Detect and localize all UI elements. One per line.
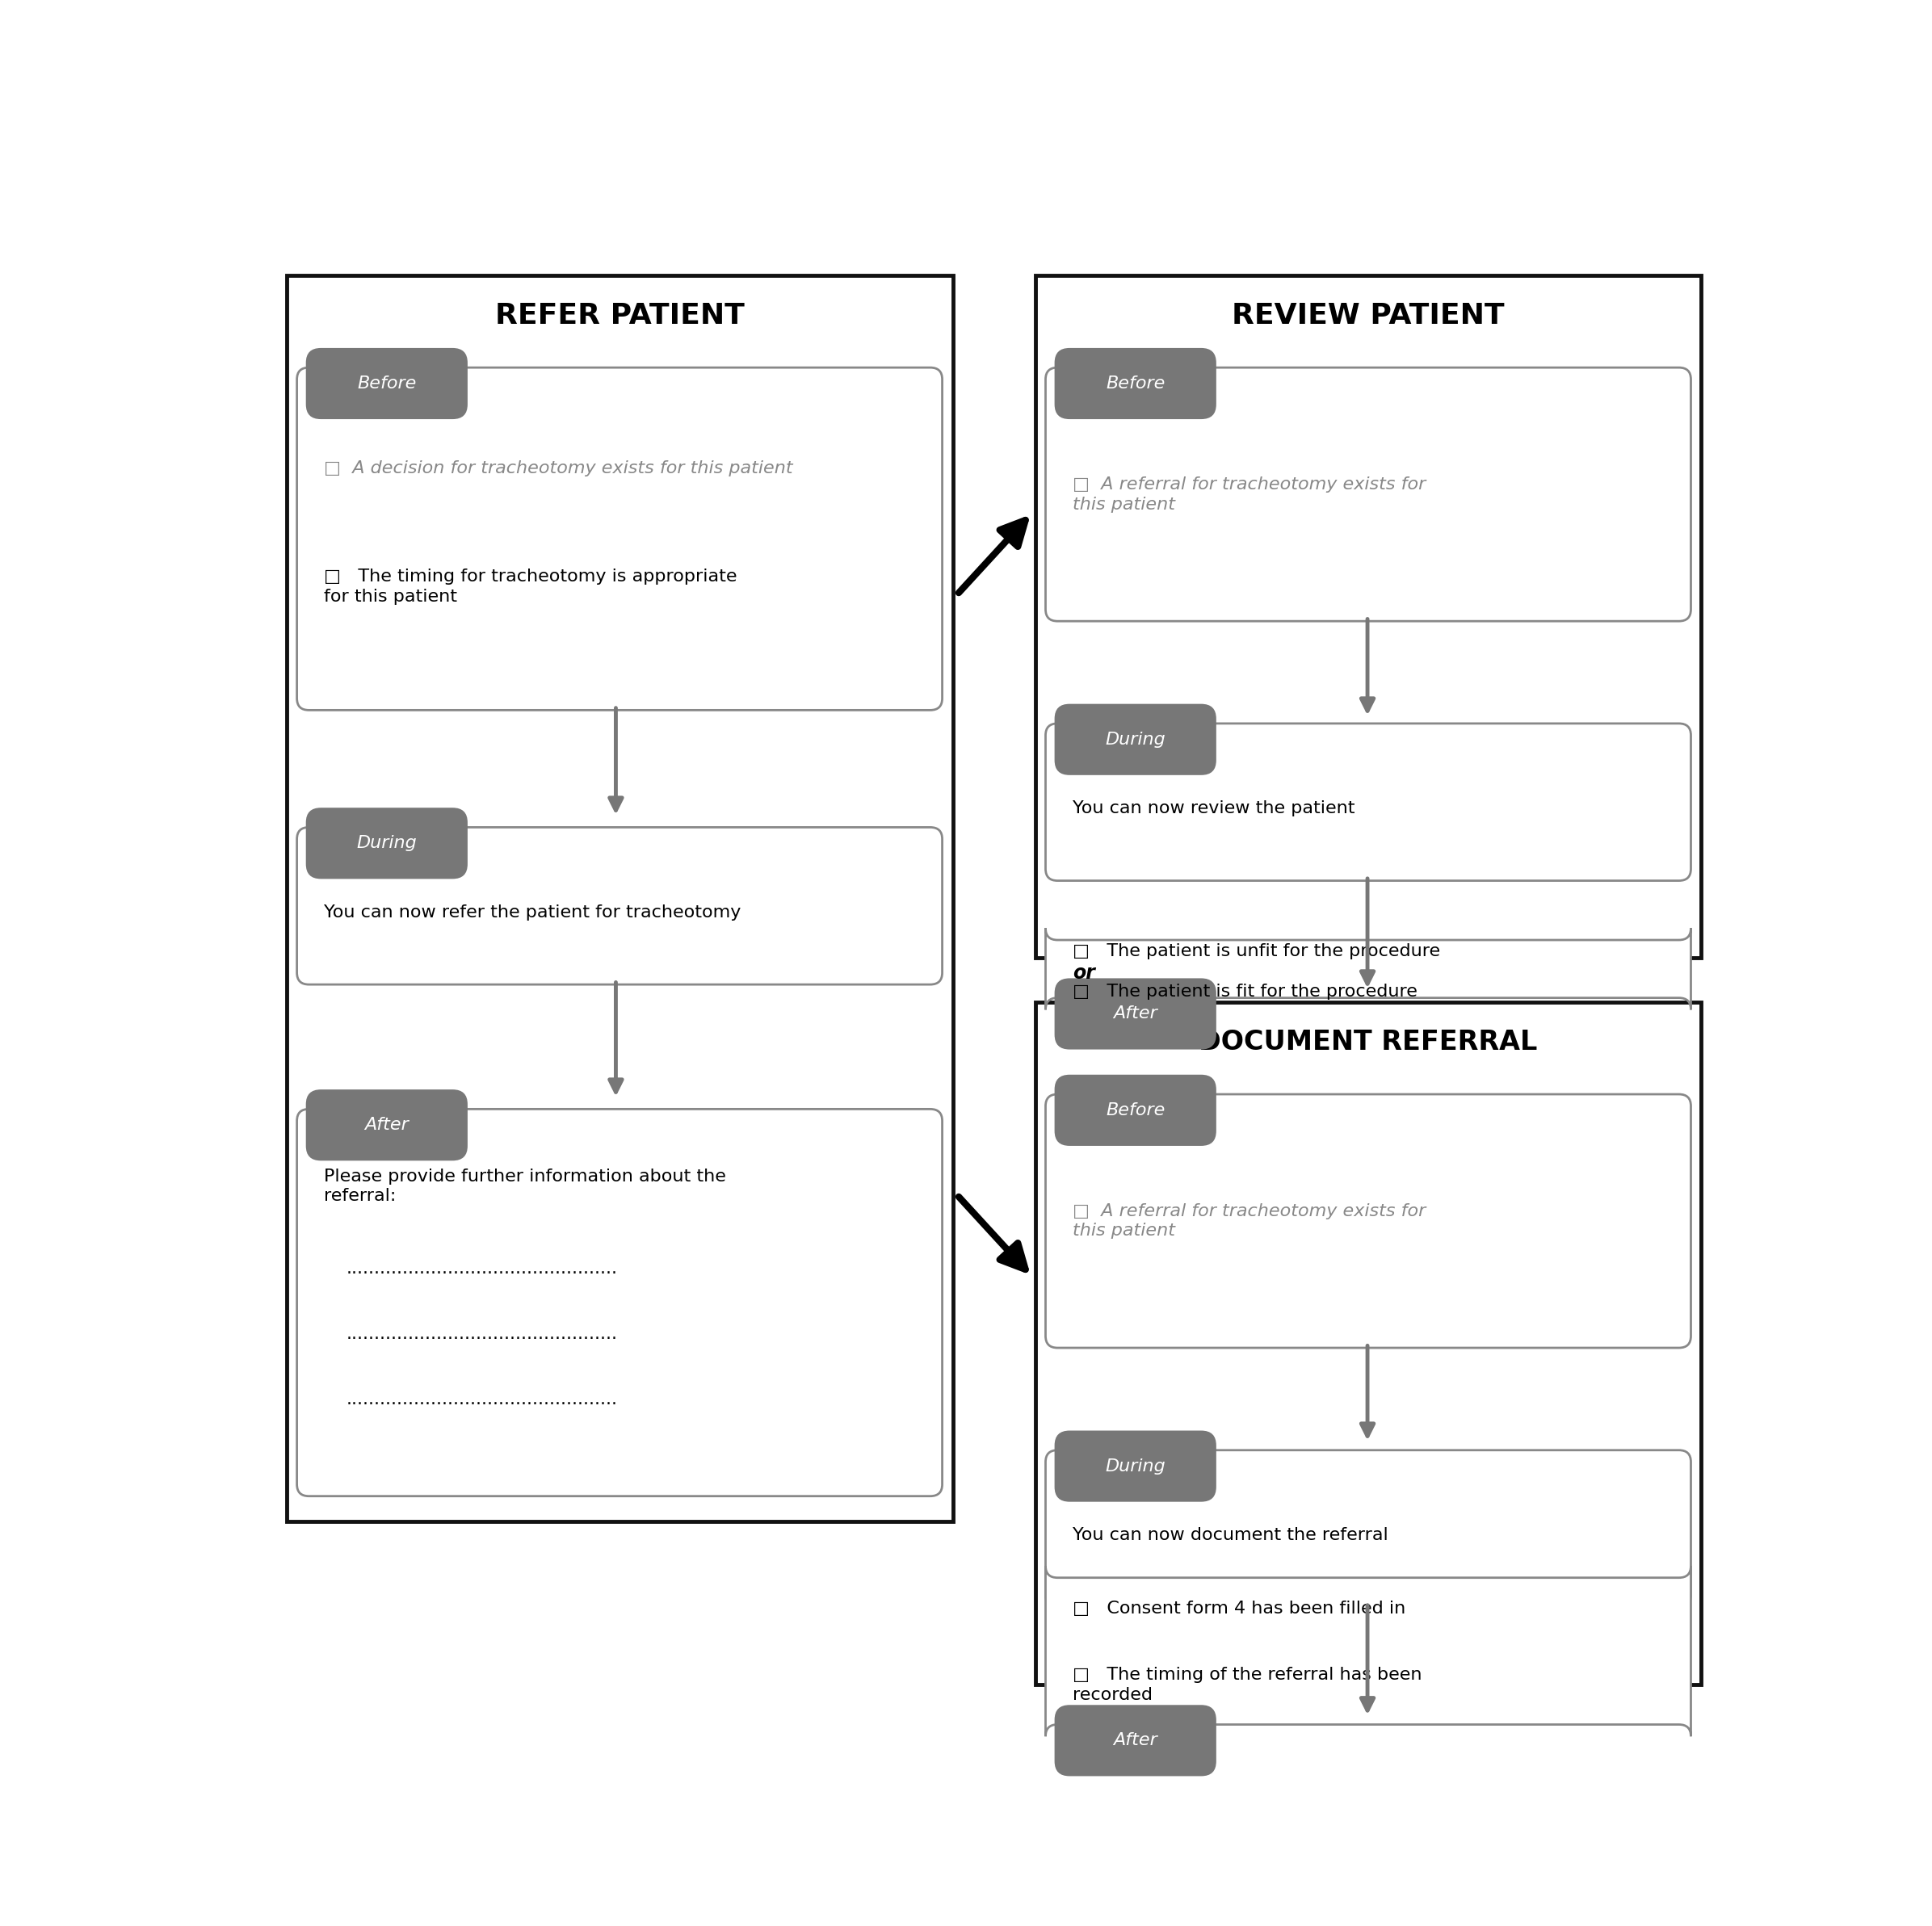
FancyBboxPatch shape (298, 828, 943, 984)
FancyBboxPatch shape (1055, 703, 1217, 774)
Text: □  A decision for tracheotomy exists for this patient: □ A decision for tracheotomy exists for … (325, 460, 792, 478)
Text: Before: Before (357, 376, 417, 391)
FancyBboxPatch shape (298, 368, 943, 711)
Text: ················································: ········································… (346, 1265, 618, 1281)
FancyBboxPatch shape (1055, 1431, 1217, 1502)
Text: □  A referral for tracheotomy exists for
this patient: □ A referral for tracheotomy exists for … (1072, 476, 1426, 512)
FancyBboxPatch shape (1045, 1566, 1690, 1737)
Text: DOCUMENT REFERRAL: DOCUMENT REFERRAL (1200, 1028, 1538, 1055)
FancyBboxPatch shape (305, 1090, 468, 1161)
FancyBboxPatch shape (1045, 928, 1690, 1009)
FancyBboxPatch shape (305, 807, 468, 878)
Text: Please provide further information about the
referral:: Please provide further information about… (325, 1169, 726, 1204)
FancyBboxPatch shape (1045, 724, 1690, 880)
Text: During: During (357, 836, 417, 851)
FancyBboxPatch shape (1055, 1705, 1217, 1776)
Text: Before: Before (1105, 1102, 1165, 1119)
FancyBboxPatch shape (1055, 349, 1217, 420)
Text: □   The timing for tracheotomy is appropriate
for this patient: □ The timing for tracheotomy is appropri… (325, 568, 736, 605)
Text: ················································: ········································… (346, 1331, 618, 1346)
Text: ················································: ········································… (346, 1396, 618, 1412)
Text: After: After (1113, 1733, 1157, 1749)
Text: or: or (1072, 963, 1095, 982)
Text: You can now refer the patient for tracheotomy: You can now refer the patient for trache… (325, 905, 742, 921)
FancyBboxPatch shape (305, 349, 468, 420)
Text: □   The patient is fit for the procedure: □ The patient is fit for the procedure (1072, 984, 1418, 1000)
FancyBboxPatch shape (1055, 978, 1217, 1050)
Text: □  A referral for tracheotomy exists for
this patient: □ A referral for tracheotomy exists for … (1072, 1204, 1426, 1238)
Text: □   The patient is unfit for the procedure: □ The patient is unfit for the procedure (1072, 944, 1439, 959)
Text: □   The timing of the referral has been
recorded: □ The timing of the referral has been re… (1072, 1668, 1422, 1703)
Text: During: During (1105, 732, 1165, 747)
FancyBboxPatch shape (1055, 1075, 1217, 1146)
Text: During: During (1105, 1458, 1165, 1473)
Text: REVIEW PATIENT: REVIEW PATIENT (1233, 302, 1505, 329)
Text: After: After (365, 1117, 410, 1132)
FancyBboxPatch shape (286, 275, 952, 1522)
Text: You can now review the patient: You can now review the patient (1072, 801, 1354, 817)
FancyBboxPatch shape (1045, 1094, 1690, 1348)
FancyBboxPatch shape (1045, 1450, 1690, 1608)
Text: Before: Before (1105, 376, 1165, 391)
Text: You can now document the referral: You can now document the referral (1072, 1527, 1387, 1543)
FancyBboxPatch shape (1036, 275, 1702, 957)
FancyBboxPatch shape (298, 1109, 943, 1497)
Text: □   Consent form 4 has been filled in: □ Consent form 4 has been filled in (1072, 1601, 1405, 1616)
Text: After: After (1113, 1005, 1157, 1023)
FancyBboxPatch shape (1045, 368, 1690, 622)
Text: REFER PATIENT: REFER PATIENT (495, 302, 744, 329)
FancyBboxPatch shape (1036, 1002, 1702, 1685)
